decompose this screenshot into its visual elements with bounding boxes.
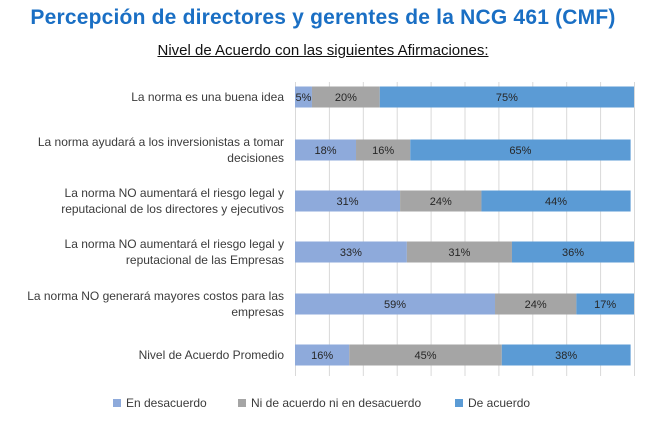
category-label: reputacional de los directores y ejecuti… — [61, 202, 284, 216]
bar-segment-3 — [576, 293, 634, 315]
bar-segment-2 — [495, 293, 577, 315]
bar-segment-3 — [379, 86, 634, 108]
data-label: 31% — [448, 247, 470, 259]
data-label: 24% — [430, 196, 452, 208]
bar-segment-1 — [295, 86, 312, 108]
legend-swatch — [455, 399, 463, 407]
legend-swatch — [113, 399, 121, 407]
category-label: La norma NO generará mayores costos para… — [27, 289, 284, 303]
data-label: 45% — [414, 350, 436, 362]
bar-segment-1 — [295, 344, 350, 366]
category-label: reputacional de las Empresas — [126, 253, 284, 267]
category-label: La norma es una buena idea — [131, 90, 284, 104]
category-label: Nivel de Acuerdo Promedio — [139, 348, 285, 362]
bar-segment-1 — [295, 241, 407, 263]
bar-segment-2 — [349, 344, 502, 366]
data-label: 33% — [340, 247, 362, 259]
legend-swatch — [238, 399, 246, 407]
category-label: La norma NO aumentará el riesgo legal y — [65, 186, 284, 200]
data-label: 44% — [545, 196, 567, 208]
bar-segment-3 — [481, 190, 631, 212]
data-label: 18% — [314, 145, 336, 157]
data-label: 17% — [594, 299, 616, 311]
bar-segment-3 — [501, 344, 631, 366]
data-label: 36% — [562, 247, 584, 259]
category-label: La norma NO aumentará el riesgo legal y — [65, 237, 284, 251]
bar-segment-1 — [295, 293, 496, 315]
data-label: 59% — [384, 299, 406, 311]
bar-segment-1 — [295, 190, 401, 212]
bar-segment-2 — [356, 139, 411, 161]
category-label: La norma ayudará a los inversionistas a … — [38, 135, 284, 149]
legend-label: En desacuerdo — [126, 396, 207, 410]
bar-segment-3 — [410, 139, 631, 161]
bar-segment-2 — [311, 86, 380, 108]
data-label: 20% — [335, 92, 357, 104]
chart-title: Percepción de directores y gerentes de l… — [30, 6, 616, 29]
category-label: decisiones — [227, 151, 284, 165]
legend-label: De acuerdo — [468, 396, 530, 410]
data-label: 75% — [496, 92, 518, 104]
data-label: 38% — [555, 350, 577, 362]
chart-subtitle: Nivel de Acuerdo con las siguientes Afir… — [157, 42, 489, 59]
data-label: 31% — [337, 196, 359, 208]
data-label: 16% — [311, 350, 333, 362]
data-label: 24% — [525, 299, 547, 311]
data-label: 16% — [372, 145, 394, 157]
data-label: 65% — [509, 145, 531, 157]
data-label: 5% — [296, 92, 312, 104]
bar-segment-2 — [400, 190, 482, 212]
bar-segment-1 — [295, 139, 357, 161]
category-label: empresas — [231, 305, 284, 319]
legend-label: Ni de acuerdo ni en desacuerdo — [251, 396, 421, 410]
bar-segment-2 — [406, 241, 512, 263]
bar-segment-3 — [511, 241, 634, 263]
